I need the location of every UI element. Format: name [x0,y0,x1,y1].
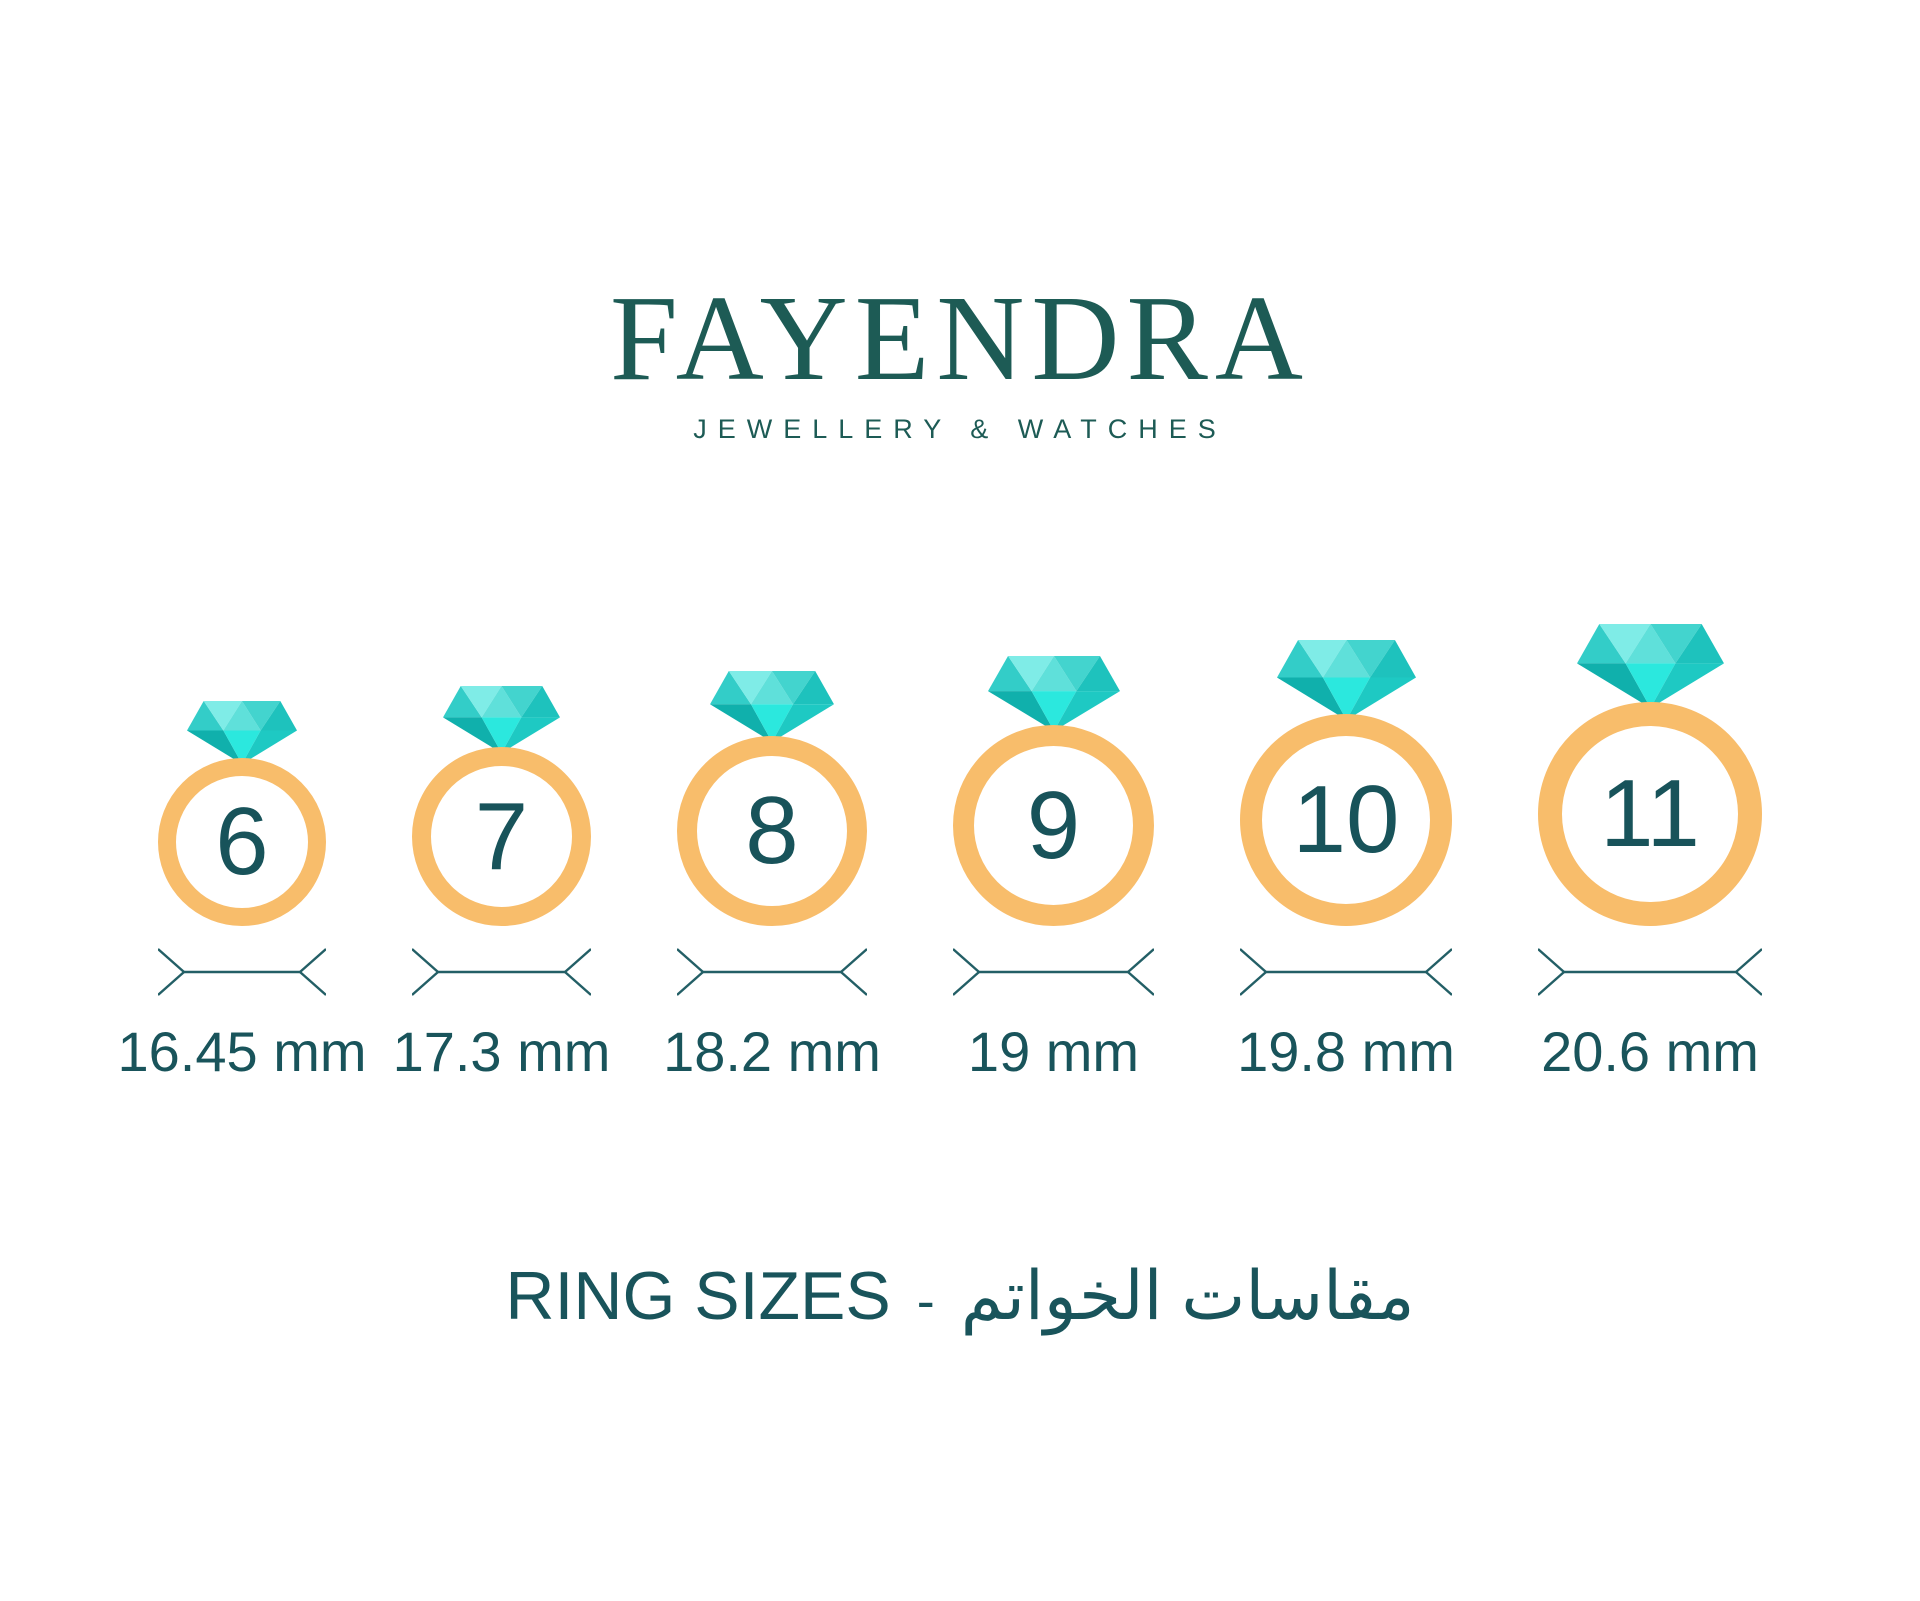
ring-diameter-label: 19.8 mm [1237,1020,1455,1083]
diamond-icon [710,671,834,742]
page-title-en: RING SIZES [505,1258,891,1334]
diamond-icon [443,686,560,753]
dimension-arrow-icon [953,948,1154,996]
ring-size-number: 6 [215,788,269,895]
ring-size-number: 7 [474,782,529,890]
dimension-arrow-icon [677,948,867,996]
ring-diameter-label: 16.45 mm [117,1020,367,1083]
ring-diameter-label: 19 mm [967,1020,1140,1083]
ring-size-number: 11 [1600,760,1700,867]
ring-diameter-label: 18.2 mm [663,1020,881,1083]
ring-figure: 8 18.2 mm [663,671,881,1080]
ring-band: 11 [1538,702,1762,926]
diamond-icon [187,701,297,764]
diamond-icon [1576,624,1724,708]
diamond-icon [987,656,1120,731]
brand-logo: FAYENDRA JEWELLERY & WATCHES [0,278,1920,445]
ring-band: 9 [953,725,1154,926]
ring-band: 8 [677,736,867,926]
ring-figure: 11 20.6 mm [1538,624,1762,1080]
ring-band: 6 [158,758,326,926]
dimension-arrow-icon [158,948,326,996]
dimension-arrow-icon [1538,948,1762,996]
rings-row: 6 16.45 mm 7 17.3 mm 8 [118,624,1762,1080]
brand-tagline: JEWELLERY & WATCHES [693,414,1227,444]
ring-diameter-label: 20.6 mm [1541,1020,1759,1083]
ring-figure: 7 17.3 mm [393,686,610,1080]
ring-figure: 10 19.8 mm [1237,640,1455,1080]
ring-size-number: 9 [1026,771,1081,879]
ring-size-number: 8 [745,777,799,884]
ring-band: 10 [1240,714,1452,926]
ring-band: 7 [412,747,591,926]
dimension-arrow-icon [1240,948,1452,996]
brand-name: FAYENDRA [609,271,1310,406]
page-title-separator: - [916,1271,935,1331]
ring-figure: 6 16.45 mm [118,701,367,1080]
dimension-arrow-icon [412,948,591,996]
ring-figure: 9 19 mm [953,656,1154,1080]
page-title: RING SIZES - مقاسات الخواتم [0,1252,1920,1340]
ring-size-number: 10 [1292,766,1400,873]
diamond-icon [1276,640,1416,720]
ring-diameter-label: 17.3 mm [392,1020,611,1083]
page-title-ar: مقاسات الخواتم [960,1258,1415,1334]
